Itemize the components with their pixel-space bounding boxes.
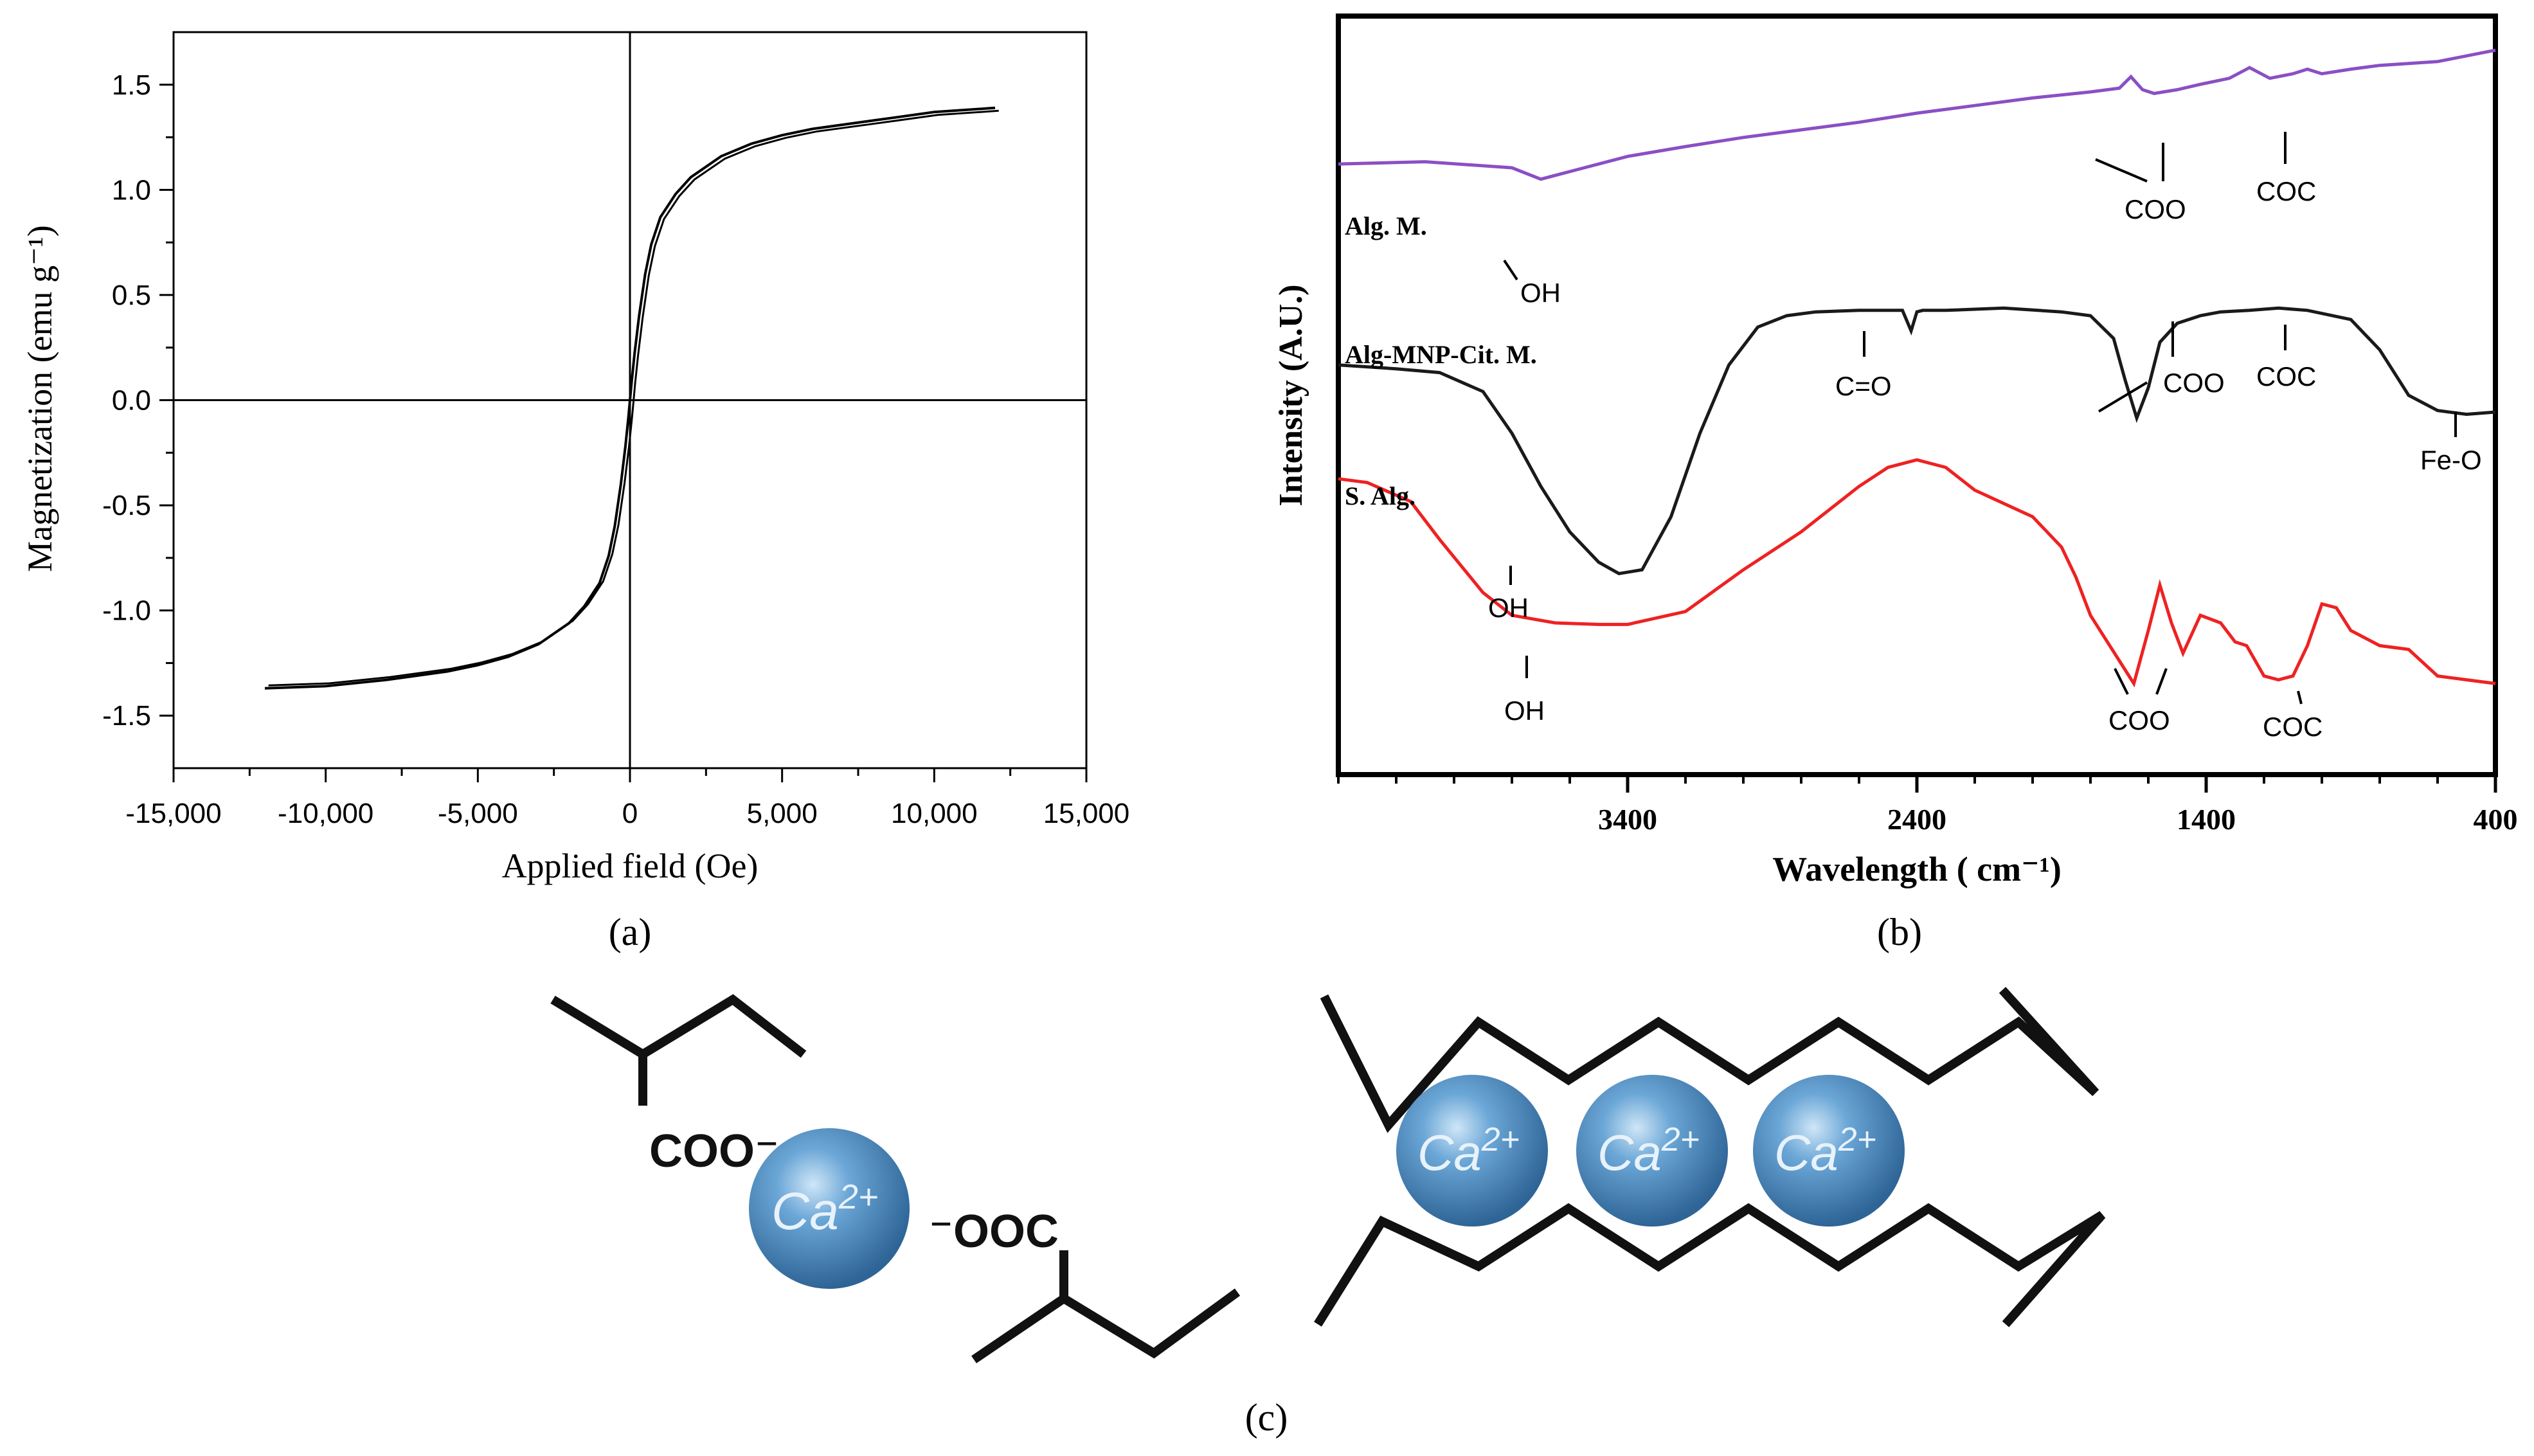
panel-c-ca-ion-left: Ca2+	[749, 1128, 910, 1289]
panel-c-ooc-label: ⁻OOC	[929, 1206, 1059, 1257]
panel-b-series-label-s-alg: S. Alg.	[1345, 481, 1415, 510]
panel-c-coo-label: COO⁻	[649, 1126, 779, 1177]
panel-c-left-chains	[550, 994, 1241, 1363]
panel-a-ticks: -15,000 -10,000 -5,000 0 5,000 10,000 15,000 -1…	[102, 69, 1129, 829]
panel-b-x-tick-label: 2400	[1887, 803, 1946, 836]
panel-b-x-tick-label: 400	[2474, 803, 2518, 836]
panel-a-y-tick-label: 1.0	[112, 174, 151, 206]
panel-a-y-tick-label: -0.5	[102, 490, 151, 521]
panel-b-annotations: OH COO COC C=O COO COC Fe-O OH OH COO CO…	[1488, 176, 2482, 742]
panel-b-annotation-coc-s-alg: COC	[2263, 712, 2323, 742]
panel-c-ca-ion-left-label: Ca2+	[771, 1178, 878, 1241]
panel-b-annotation-oh-s-alg: OH	[1504, 696, 1545, 726]
panel-a-x-axis-label: Applied field (Oe)	[502, 847, 759, 885]
panel-a-magnetization-curve	[264, 106, 996, 690]
panel-a-x-tick-label: -15,000	[125, 798, 221, 829]
panel-b-series-s-alg	[1338, 458, 2496, 688]
panel-b-plot-frame	[1336, 13, 2498, 777]
panel-b-annotation-leaders	[1503, 132, 2457, 705]
panel-c-ca-ion-1: Ca2+	[1396, 1075, 1548, 1227]
panel-b-series-label-alg-m: Alg. M.	[1345, 211, 1427, 240]
panel-b-annotation-coc-alg-mnp: COC	[2256, 361, 2316, 391]
panel-b-annotation-oh-alg-mnp: OH	[1488, 593, 1529, 623]
panel-a-y-tick-label: 1.5	[112, 69, 151, 101]
panel-c-ca-ion-3-label: Ca2+	[1774, 1121, 1876, 1181]
panel-a-magnetization-curve-return	[268, 109, 999, 687]
panel-c-ca-ion-2-label: Ca2+	[1597, 1121, 1700, 1181]
panel-b-x-tick-label: 3400	[1598, 803, 1657, 836]
panel-b-annotation-c-o: C=O	[1835, 371, 1892, 401]
panel-b-ftir-chart: 3400 2400 1400 400 Alg. M. Alg-MNP-Cit. M. …	[1273, 13, 2518, 953]
panel-b-series-label-alg-mnp-cit-m: Alg-MNP-Cit. M.	[1345, 340, 1537, 369]
panel-b-annotation-oh-alg-m: OH	[1520, 278, 1561, 308]
panel-b-annotation-coo-s-alg: COO	[2108, 705, 2170, 735]
panel-c-egg-box-diagram: COO⁻ ⁻OOC Ca2+ Ca2+ Ca2+ Ca2+ (c)	[550, 987, 2106, 1439]
panel-b-annotation-fe-o: Fe-O	[2420, 445, 2482, 475]
panel-c-ca-ion-3: Ca2+	[1753, 1075, 1905, 1227]
panel-b-x-tick-label: 1400	[2177, 803, 2236, 836]
panel-c-ca-ion-1-label: Ca2+	[1417, 1121, 1520, 1181]
panel-b-x-axis-label: Wavelength ( cm⁻¹)	[1772, 850, 2062, 888]
panel-b-ticks: 3400 2400 1400 400	[1337, 775, 2518, 836]
panel-a-x-tick-label: -5,000	[438, 798, 518, 829]
panel-a-y-axis-label: Magnetization (emu g⁻¹)	[21, 225, 59, 572]
panel-a-y-tick-label: 0.5	[112, 280, 151, 311]
panel-b-annotation-coo-alg-mnp: COO	[2163, 368, 2225, 398]
panel-a-y-tick-label: -1.0	[102, 595, 151, 627]
panel-a-x-tick-label: -10,000	[278, 798, 373, 829]
panel-a-x-tick-label: 15,000	[1043, 798, 1130, 829]
panel-a-y-tick-label: 0.0	[112, 385, 151, 417]
panel-a-x-tick-label: 10,000	[891, 798, 978, 829]
panel-c-egg-box-chains	[1314, 987, 2106, 1327]
panel-b-series-alg-m	[1338, 48, 2496, 181]
panel-a-x-tick-label: 0	[622, 798, 638, 829]
panel-a-x-tick-label: 5,000	[747, 798, 818, 829]
panel-a-label: (a)	[609, 911, 652, 953]
panel-b-annotation-coo-alg-m: COO	[2125, 194, 2186, 224]
panel-b-series-alg-mnp-cit-m	[1338, 306, 2496, 575]
panel-c-ca-ion-2: Ca2+	[1576, 1075, 1728, 1227]
panel-b-label: (b)	[1877, 911, 1922, 953]
panel-a-y-tick-label: -1.5	[102, 700, 151, 732]
panel-b-annotation-coc-alg-m: COC	[2256, 176, 2316, 206]
panel-b-y-axis-label: Intensity (A.U.)	[1273, 284, 1309, 506]
panel-a-hysteresis-chart: -15,000 -10,000 -5,000 0 5,000 10,000 15,000 -1…	[21, 31, 1129, 953]
panel-c-label: (c)	[1245, 1396, 1288, 1439]
